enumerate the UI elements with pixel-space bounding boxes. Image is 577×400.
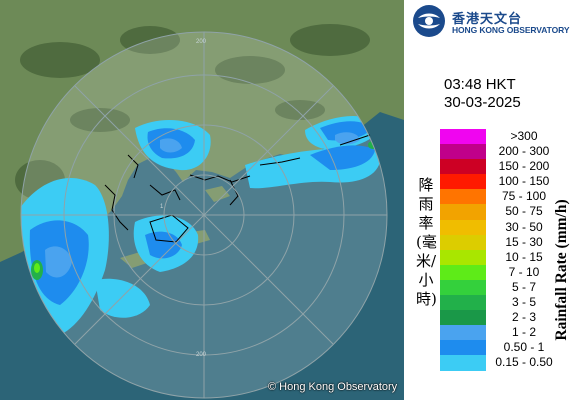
observation-time: 03:48 HKT [444,76,516,93]
range-label-bottom: 200 [196,352,207,358]
legend-swatch [440,189,486,205]
legend-labels: >300 200 - 300 150 - 200 100 - 150 75 - 100 5… [484,129,564,371]
legend-swatch [440,129,486,145]
range-label-top: 200 [196,39,207,45]
legend-swatch [440,325,486,341]
legend-swatch [440,234,486,250]
hko-logo: 香港天文台 HONG KONG OBSERVATORY [412,4,577,38]
legend-swatch [440,264,486,280]
observation-date: 30-03-2025 [444,94,521,111]
range-rings [20,31,388,399]
legend-class-label: 0.15 - 0.50 [495,355,553,370]
legend-class-label: 2 - 3 [511,310,536,325]
legend-color-scale [440,129,486,371]
precipitation-echoes [21,115,381,335]
legend-title-chinese: 降雨率(毫米/小時) [416,176,437,308]
radar-map-canvas: 200 200 1 [0,0,404,400]
legend-class-label: 75 - 100 [501,189,547,204]
legend-swatch [440,310,486,326]
legend-class-label: 5 - 7 [511,279,536,294]
legend-title-english: Rainfall Rate (mm/h) [553,199,570,341]
legend-class-label: >300 [510,129,538,143]
legend-class-label: 0.50 - 1 [503,340,545,355]
legend-class-label: 50 - 75 [505,204,543,219]
legend-swatch [440,219,486,235]
org-name-english: HONG KONG OBSERVATORY [452,25,570,35]
coastlines [104,134,371,243]
side-panel: 香港天文台 HONG KONG OBSERVATORY 03:48 HKT 30… [404,0,577,400]
legend-class-label: 7 - 10 [508,264,540,279]
legend-class-label: 3 - 5 [511,295,536,310]
legend-swatch [440,249,486,265]
org-name-chinese: 香港天文台 [452,12,523,27]
legend-class-label: 200 - 300 [498,144,550,159]
legend-swatch [440,340,486,356]
hko-emblem-icon [413,5,445,37]
legend-swatch [440,159,486,175]
legend-class-label: 15 - 30 [505,234,543,249]
legend-swatch [440,355,486,371]
legend-class-label: 1 - 2 [511,325,536,340]
legend-class-label: 100 - 150 [498,174,550,189]
legend-class-label: 10 - 15 [505,249,543,264]
copyright-notice: © Hong Kong Observatory [268,381,398,393]
legend-swatch [440,204,486,220]
legend-class-label: 150 - 200 [498,159,550,174]
legend-swatch [440,279,486,296]
radar-map[interactable]: 200 200 1 © Hong Kong Observatory [0,0,404,400]
legend-swatch [440,144,486,160]
legend-class-label: 30 - 50 [505,219,543,234]
legend-swatch [440,295,486,311]
legend-swatch [440,174,486,190]
range-label-inner: 1 [160,204,164,210]
